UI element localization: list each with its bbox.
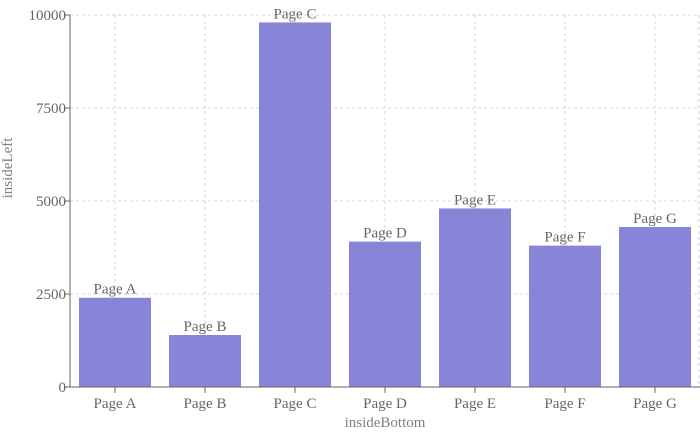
- bar-data-label: Page E: [454, 192, 496, 208]
- bar[interactable]: [619, 227, 691, 387]
- bar-data-label: Page B: [184, 319, 227, 335]
- y-axis-ticks: 0 2500 5000 7500 10000: [29, 8, 70, 396]
- x-tick-label: Page A: [94, 396, 137, 412]
- y-tick-label: 10000: [29, 8, 67, 24]
- bar-data-label: Page D: [363, 226, 407, 242]
- bar-data-label: Page C: [274, 6, 317, 22]
- x-tick-label: Page C: [274, 396, 317, 412]
- x-tick-label: Page G: [633, 396, 677, 412]
- bar[interactable]: [169, 334, 241, 387]
- x-axis-ticks: Page A Page B Page C Page D Page E Page F Page…: [94, 387, 677, 412]
- x-axis-title: insideBottom: [345, 415, 426, 431]
- x-tick-label: Page B: [184, 396, 227, 412]
- y-axis-title: insideLeft: [0, 137, 16, 199]
- bar[interactable]: [349, 241, 421, 387]
- x-tick-label: Page E: [454, 396, 496, 412]
- data-labels: Page A Page B Page C Page D Page E Page F Page…: [94, 6, 677, 335]
- bar[interactable]: [259, 22, 331, 387]
- y-tick-label: 0: [59, 380, 67, 396]
- x-tick-label: Page D: [363, 396, 407, 412]
- bar[interactable]: [529, 245, 601, 387]
- y-tick-label: 2500: [36, 287, 66, 303]
- bar-data-label: Page G: [633, 211, 677, 227]
- bar[interactable]: [79, 297, 151, 387]
- y-tick-label: 5000: [36, 194, 66, 210]
- x-tick-label: Page F: [544, 396, 585, 412]
- bar-data-label: Page F: [544, 230, 585, 246]
- bars: [79, 22, 691, 387]
- y-tick-label: 7500: [36, 101, 66, 117]
- bar-data-label: Page A: [94, 282, 137, 298]
- bar[interactable]: [439, 208, 511, 387]
